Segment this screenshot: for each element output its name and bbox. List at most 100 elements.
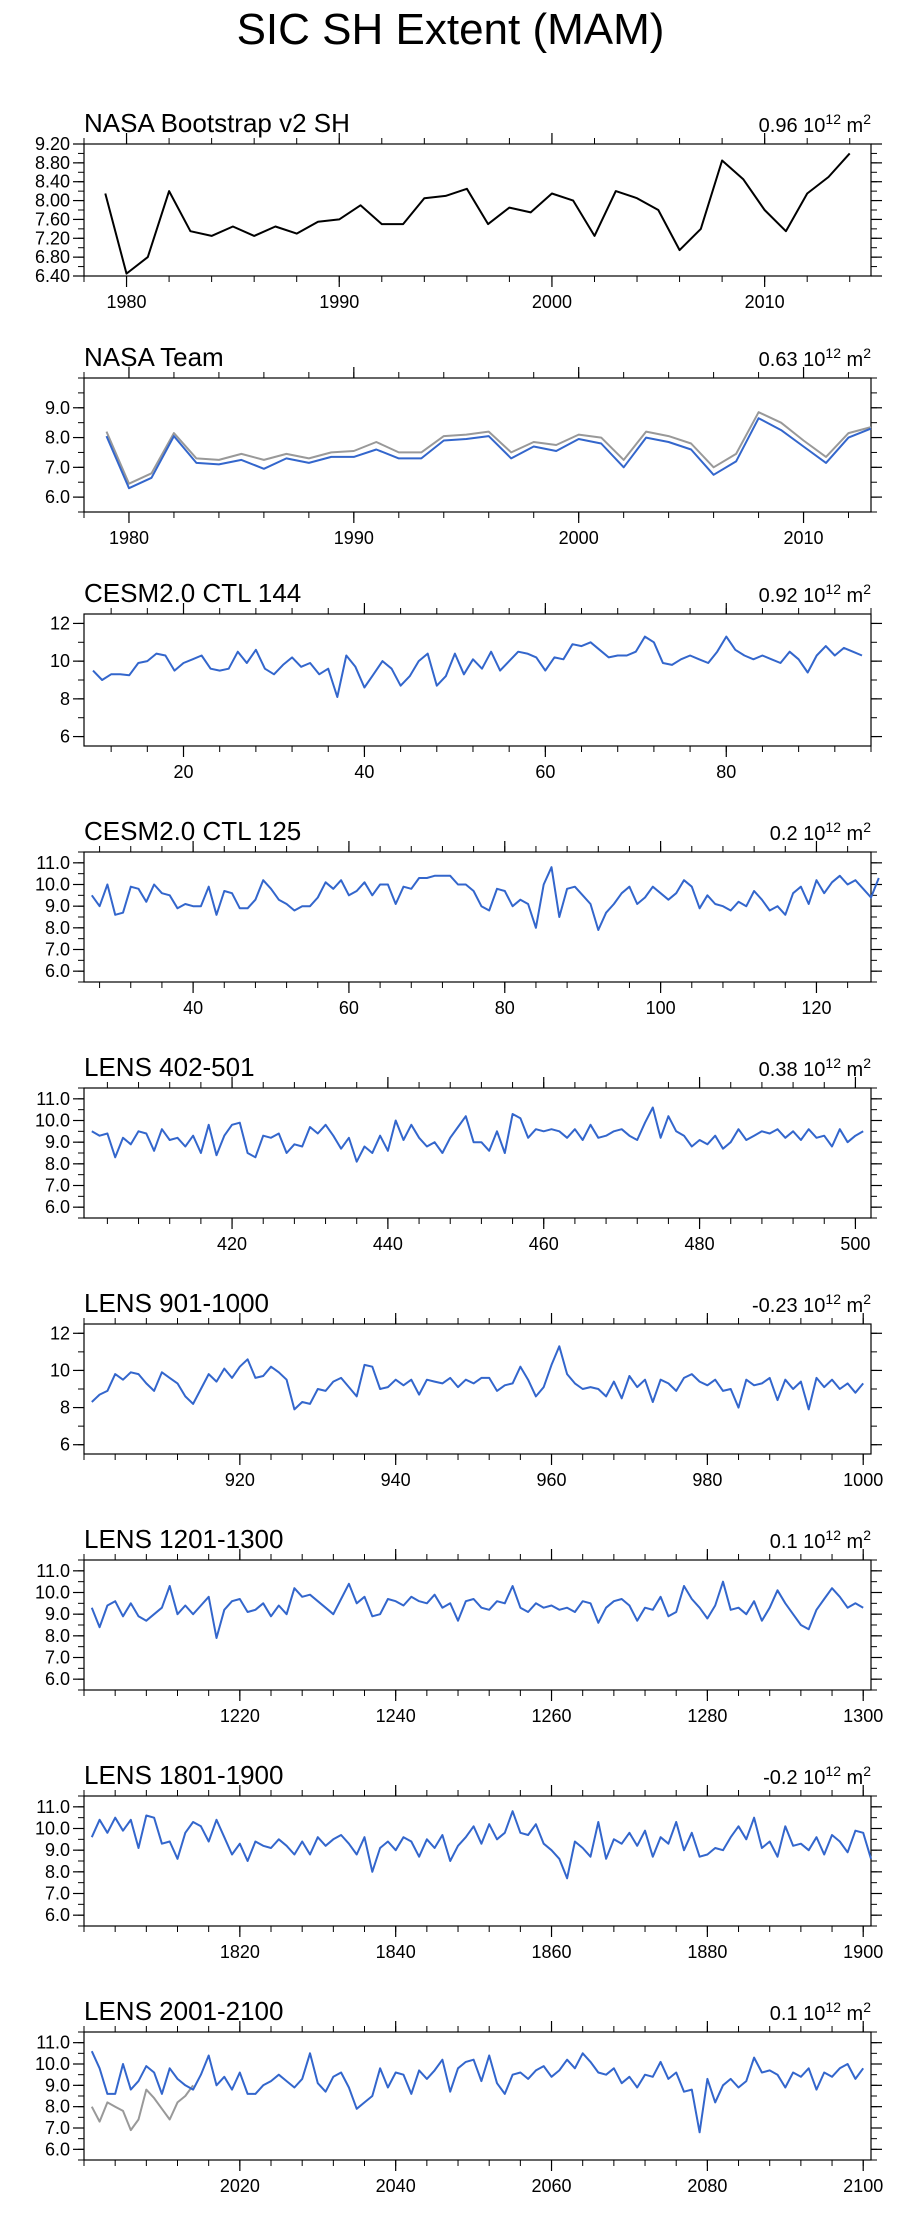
x-tick-label: 1990 <box>319 292 359 312</box>
trend-label: 0.92 1012 m2 <box>759 581 872 607</box>
x-tick-label: 460 <box>529 1234 559 1254</box>
plot-frame <box>83 2031 872 2161</box>
x-tick-label: 1900 <box>843 1942 883 1962</box>
y-tick-label: 6.0 <box>45 961 70 981</box>
y-tick-label: 11.0 <box>36 1797 70 1817</box>
x-tick-label: 1820 <box>220 1942 260 1962</box>
series-line-ctl-144 <box>92 635 863 698</box>
y-tick-label: 8.40 <box>35 172 70 192</box>
y-tick-label: 10.0 <box>35 1819 70 1839</box>
x-tick-label: 40 <box>183 998 203 1018</box>
x-tick-label: 1300 <box>843 1706 883 1726</box>
trend-value: 0.96 10 <box>759 115 826 137</box>
series-line-observations <box>90 2084 194 2132</box>
trend-unit-exponent: 2 <box>863 581 871 597</box>
y-tick-label: 9.0 <box>45 1604 70 1624</box>
trend-unit-exponent: 2 <box>863 111 871 127</box>
x-tick-label: 2000 <box>559 528 599 548</box>
trend-exponent: 12 <box>825 1999 841 2015</box>
y-tick-label: 6.0 <box>45 2139 70 2159</box>
trend-value: 0.1 10 <box>770 1531 826 1553</box>
trend-label: 0.63 1012 m2 <box>759 345 872 371</box>
y-tick-label: 8.0 <box>45 2097 70 2117</box>
trend-exponent: 12 <box>825 819 841 835</box>
plot-frame <box>83 613 872 747</box>
y-tick-label: 7.0 <box>45 457 70 477</box>
x-tick-label: 480 <box>685 1234 715 1254</box>
x-tick-label: 1000 <box>843 1470 883 1490</box>
trend-label: 0.96 1012 m2 <box>759 111 872 137</box>
trend-exponent: 12 <box>825 111 841 127</box>
series-line-nasa-team <box>105 417 872 490</box>
y-tick-label: 7.0 <box>45 1176 70 1196</box>
y-tick-label: 8.80 <box>35 153 70 173</box>
y-tick-label: 9.20 <box>35 134 70 154</box>
x-tick-label: 60 <box>339 998 359 1018</box>
plot-frame <box>83 1559 872 1691</box>
y-tick-label: 6.0 <box>45 1669 70 1689</box>
panel-title: LENS 2001-2100 <box>84 1996 283 2026</box>
trend-label: -0.23 1012 m2 <box>752 1291 871 1317</box>
series-line-402-501 <box>91 1106 864 1163</box>
y-tick-label: 6.80 <box>35 247 70 267</box>
panel-title: LENS 1201-1300 <box>84 1524 283 1554</box>
y-tick-label: 7.0 <box>45 1884 70 1904</box>
trend-unit: m <box>841 115 863 137</box>
x-tick-label: 920 <box>225 1470 255 1490</box>
y-tick-label: 7.0 <box>45 2118 70 2138</box>
trend-value: 0.63 10 <box>759 349 826 371</box>
series-line-901-1000 <box>91 1345 864 1411</box>
trend-unit: m <box>841 1295 863 1317</box>
chart-panel-2: NASA Team 0.63 1012 m2 1980 1990 2000 2010 6.0… <box>45 342 882 548</box>
x-tick-label: 940 <box>381 1470 411 1490</box>
trend-exponent: 12 <box>825 1527 841 1543</box>
y-tick-label: 7.0 <box>45 940 70 960</box>
trend-unit-exponent: 2 <box>863 819 871 835</box>
series-line-bootstrap <box>104 152 851 275</box>
x-tick-label: 980 <box>692 1470 722 1490</box>
y-tick-label: 9.0 <box>45 1840 70 1860</box>
chart-panel-5: LENS 402-501 0.38 1012 m2 420 440 460 480 500 6… <box>35 1052 882 1254</box>
trend-unit: m <box>841 349 863 371</box>
y-tick-label: 10.0 <box>35 2054 70 2074</box>
y-tick-label: 6.40 <box>35 266 70 286</box>
y-tick-label: 8.0 <box>45 428 70 448</box>
trend-label: 0.1 1012 m2 <box>770 1999 871 2025</box>
series-line-ctl-125 <box>90 866 880 931</box>
x-tick-label: 20 <box>173 762 193 782</box>
series-line-reference <box>105 411 872 485</box>
y-tick-label: 7.20 <box>35 228 70 248</box>
y-tick-label: 6.0 <box>45 487 70 507</box>
trend-value: -0.23 10 <box>752 1295 825 1317</box>
y-tick-label: 6.0 <box>45 1197 70 1217</box>
panel-title: NASA Bootstrap v2 SH <box>84 108 350 138</box>
trend-unit: m <box>841 823 863 845</box>
y-tick-label: 11.0 <box>36 2033 70 2053</box>
y-tick-label: 9.0 <box>45 398 70 418</box>
y-tick-label: 11.0 <box>36 853 70 873</box>
y-tick-label: 10.0 <box>35 875 70 895</box>
y-tick-label: 7.60 <box>35 209 70 229</box>
panel-title: LENS 402-501 <box>84 1052 255 1082</box>
y-tick-label: 7.0 <box>45 1648 70 1668</box>
y-tick-label: 10.0 <box>35 1111 70 1131</box>
x-tick-label: 1880 <box>687 1942 727 1962</box>
x-tick-label: 1220 <box>220 1706 260 1726</box>
x-tick-label: 1980 <box>109 528 149 548</box>
plot-frame <box>83 143 872 277</box>
y-tick-label: 9.0 <box>45 2075 70 2095</box>
y-tick-label: 8.0 <box>45 918 70 938</box>
plot-frame <box>83 1087 872 1219</box>
chart-panel-9: LENS 2001-2100 0.1 1012 m2 2020 2040 2060 208… <box>35 1996 883 2196</box>
x-tick-label: 960 <box>537 1470 567 1490</box>
y-tick-label: 8.0 <box>45 1626 70 1646</box>
y-tick-label: 12 <box>50 1323 70 1343</box>
x-tick-label: 2060 <box>532 2176 572 2196</box>
x-tick-label: 2010 <box>784 528 824 548</box>
x-tick-label: 1860 <box>532 1942 572 1962</box>
x-tick-label: 1840 <box>376 1942 416 1962</box>
trend-value: 0.92 10 <box>759 585 826 607</box>
y-tick-label: 10.0 <box>35 1583 70 1603</box>
